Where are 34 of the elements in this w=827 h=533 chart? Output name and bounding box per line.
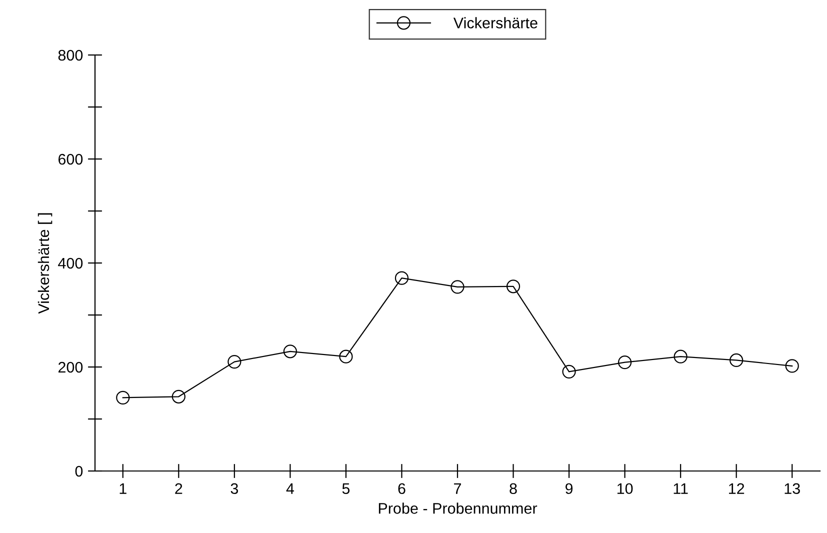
x-tick-label: 7 (454, 483, 461, 494)
point (618, 356, 632, 370)
y-tick-label: 200 (58, 362, 83, 373)
y-tick-label: 800 (58, 50, 83, 61)
point (450, 280, 464, 294)
point (172, 390, 186, 404)
x-tick-label: 11 (674, 483, 688, 494)
x-tick-label: 9 (566, 483, 573, 494)
x-tick-label: 13 (784, 483, 800, 494)
x-tick-label: 12 (729, 483, 744, 494)
y-tick-label: 400 (58, 258, 83, 269)
point (394, 271, 409, 285)
point (730, 353, 744, 368)
legend-label: Vickershärte (453, 17, 538, 28)
point (116, 390, 130, 404)
x-tick-label: 8 (510, 483, 517, 494)
point (506, 280, 520, 294)
point (339, 350, 353, 364)
point (228, 354, 242, 369)
x-axis-title: Probe - Probennummer (378, 502, 538, 514)
x-tick-label: 2 (175, 483, 182, 494)
x-tick-label: 1 (120, 483, 126, 494)
y-tick-label: 600 (58, 154, 83, 165)
point (785, 359, 799, 373)
x-tick-label: 10 (617, 483, 633, 494)
x-tick-label: 3 (230, 483, 238, 494)
point (674, 350, 688, 364)
x-tick-label: 5 (342, 483, 350, 494)
y-axis-title: Vickershärte [ ] (38, 213, 52, 314)
point (562, 364, 576, 378)
x-tick-label: 4 (286, 483, 294, 494)
x-tick-label: 6 (398, 483, 406, 494)
point (283, 344, 297, 358)
y-tick-label: 0 (75, 466, 83, 477)
